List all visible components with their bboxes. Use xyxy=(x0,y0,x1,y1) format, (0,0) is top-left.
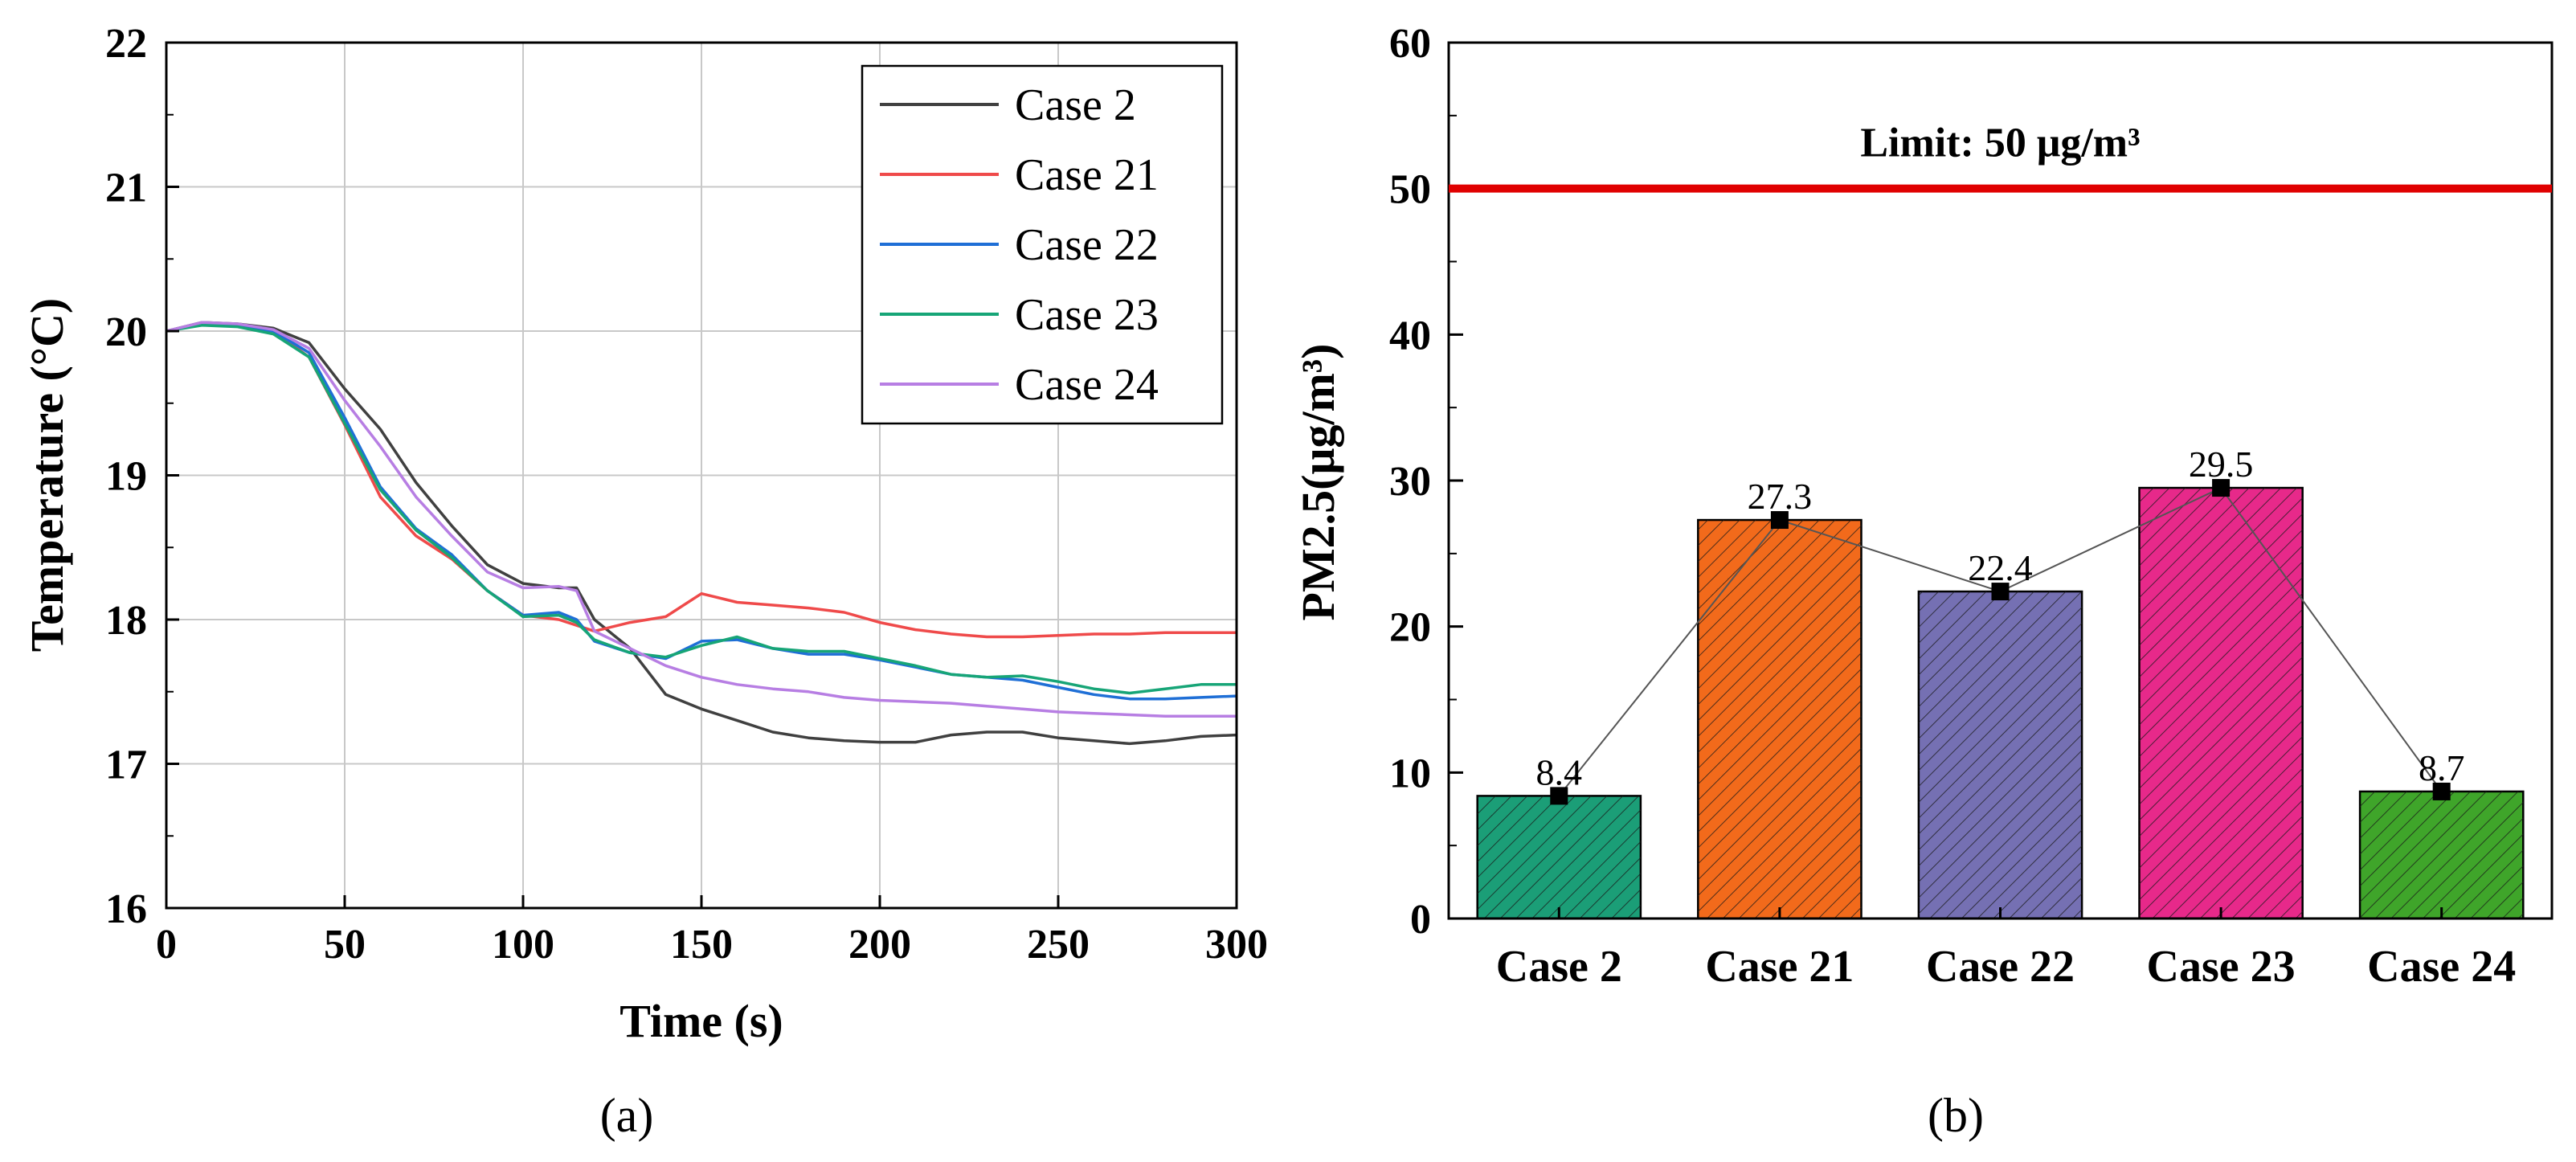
x-tick-label: 0 xyxy=(156,922,177,968)
x-tick-label: 250 xyxy=(1027,922,1090,968)
legend-label: Case 22 xyxy=(1015,220,1159,270)
y-tick-label: 20 xyxy=(1389,605,1431,651)
value-labels: 8.4 27.3 22.4 29.5 8.7 xyxy=(1536,444,2465,792)
x-tick-label: Case 2 xyxy=(1496,942,1622,992)
y-tick-label: 10 xyxy=(1389,751,1431,796)
series-line-case-2 xyxy=(166,321,1237,746)
y-tick-label: 21 xyxy=(105,166,147,211)
x-tick-label: 100 xyxy=(492,922,554,968)
series-lines xyxy=(166,321,1237,746)
y-tick-label: 0 xyxy=(1410,897,1431,943)
y-tick-label: 18 xyxy=(105,598,147,644)
x-tick-label: Case 21 xyxy=(1705,942,1854,992)
x-tick-label: Case 24 xyxy=(2367,942,2516,992)
panel-label-a: (a) xyxy=(600,1089,654,1142)
legend: Case 2 Case 21 Case 22 Case 23 Case 24 xyxy=(861,64,1224,425)
legend-label: Case 23 xyxy=(1015,290,1159,340)
axis-ticks: 0 50 100 150 200 250 300 16 17 18 19 20 21 22 xyxy=(105,21,1268,968)
x-tick-label: 300 xyxy=(1205,922,1268,968)
y-tick-label: 50 xyxy=(1389,167,1431,213)
value-label: 8.7 xyxy=(2419,747,2465,788)
series-line-case-23 xyxy=(166,324,1237,695)
limit-label: Limit: 50 μg/m³ xyxy=(1860,121,2140,166)
bar-hatch xyxy=(1698,520,1862,919)
bars xyxy=(1476,486,2525,920)
value-label: 8.4 xyxy=(1536,751,1583,792)
y-axis-label-text: PM2.5(μg/m³) xyxy=(1292,344,1344,621)
axis-ticks: 0 10 20 30 40 50 60 Case 2 Case 21 Case 22 Case 23… xyxy=(1389,21,2516,992)
data-marker xyxy=(1991,583,2010,601)
value-label: 27.3 xyxy=(1748,476,1813,517)
data-marker xyxy=(2212,479,2230,497)
y-tick-label: 30 xyxy=(1389,459,1431,505)
bar-hatch xyxy=(1918,591,2083,919)
data-marker xyxy=(1770,511,1789,530)
y-axis-label: Temperature (°C) xyxy=(21,298,73,652)
value-label: 22.4 xyxy=(1968,547,2033,588)
y-tick-label: 40 xyxy=(1389,313,1431,358)
x-tick-label: Case 23 xyxy=(2147,942,2296,992)
x-tick-label: 50 xyxy=(324,922,366,968)
legend-label: Case 21 xyxy=(1015,150,1159,200)
line-chart-panel: 0 50 100 150 200 250 300 16 17 18 19 20 21 22 Time (s… xyxy=(21,21,1268,1142)
value-label: 29.5 xyxy=(2189,444,2254,485)
connecting-line xyxy=(1550,479,2451,805)
y-tick-label: 16 xyxy=(105,886,147,932)
y-tick-label: 20 xyxy=(105,309,147,355)
x-axis-label: Time (s) xyxy=(619,995,783,1047)
y-tick-label: 17 xyxy=(105,743,147,788)
series-line-case-24 xyxy=(166,321,1237,718)
x-tick-label: Case 22 xyxy=(1926,942,2075,992)
y-tick-label: 22 xyxy=(105,21,147,67)
bar-hatch xyxy=(2360,791,2524,919)
y-axis-label: PM2.5(μg/m³) xyxy=(1292,344,1344,621)
data-marker xyxy=(1550,787,1568,805)
legend-label: Case 24 xyxy=(1015,360,1159,410)
limit-line-group: Limit: 50 μg/m³ xyxy=(1449,121,2552,193)
bar-hatch xyxy=(1477,796,1641,919)
panel-label-b: (b) xyxy=(1928,1089,1984,1142)
x-tick-label: 150 xyxy=(670,922,733,968)
bar-chart-panel: 0 10 20 30 40 50 60 Case 2 Case 21 Case 22 Case 23… xyxy=(1292,21,2554,1142)
x-tick-label: 200 xyxy=(848,922,911,968)
y-tick-label: 60 xyxy=(1389,21,1431,67)
bar-hatch xyxy=(2139,488,2303,919)
data-marker xyxy=(2432,782,2451,800)
y-tick-label: 19 xyxy=(105,454,147,500)
legend-label: Case 2 xyxy=(1015,80,1136,130)
